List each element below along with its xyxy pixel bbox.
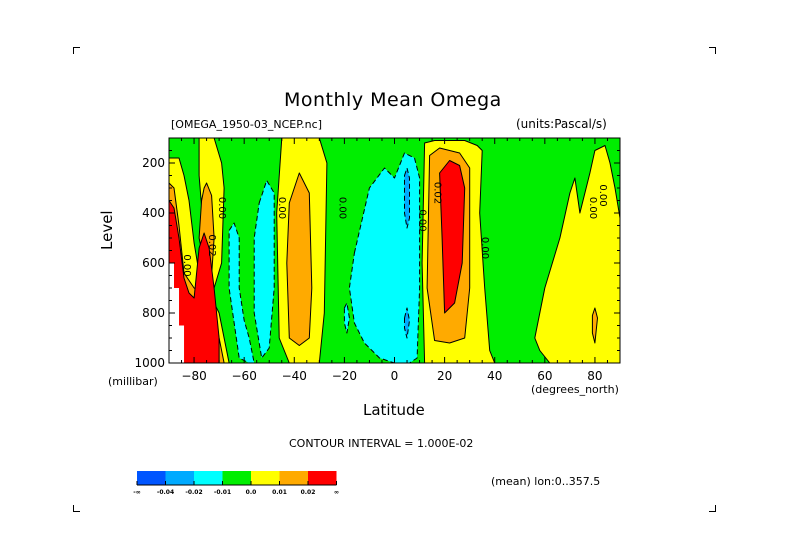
blue-eq-lower-region bbox=[404, 307, 410, 339]
orange-nh-highlat-region bbox=[591, 307, 598, 344]
contour-interval-text: CONTOUR INTERVAL = 1.000E-02 bbox=[289, 437, 474, 450]
x-tick-label: 0 bbox=[391, 369, 399, 383]
contour-label: 0.00 bbox=[216, 197, 227, 219]
y-tick-label: 200 bbox=[142, 156, 165, 170]
x-tick-label: −20 bbox=[332, 369, 357, 383]
cyan-equator-region bbox=[348, 152, 421, 363]
cyan-minus18-region bbox=[343, 302, 350, 334]
chart-title: Monthly Mean Omega bbox=[284, 89, 502, 111]
yellow-nh-highlat-region bbox=[534, 145, 620, 363]
red-nh-subtropics-region bbox=[439, 160, 466, 314]
crop-mark-top-left bbox=[73, 47, 80, 54]
x-tick-label: 20 bbox=[437, 369, 452, 383]
contour-label: 0.00 bbox=[587, 197, 598, 219]
cyan-minus50-region bbox=[253, 180, 275, 359]
y-tick-label: 800 bbox=[142, 306, 165, 320]
contour-label: 0.00 bbox=[181, 254, 192, 276]
contour-label: 0.00 bbox=[479, 237, 490, 259]
contour-label: 0.02 bbox=[206, 234, 217, 256]
x-tick-label: 40 bbox=[487, 369, 502, 383]
x-axis-label: Latitude bbox=[363, 401, 425, 419]
blue-eq-upper-region bbox=[404, 167, 410, 229]
y-tick-label: 400 bbox=[142, 206, 165, 220]
x-tick-label: 80 bbox=[587, 369, 602, 383]
units-label: (units:Pascal/s) bbox=[516, 117, 607, 131]
y-tick-label: 600 bbox=[142, 256, 165, 270]
contour-label: 0.02 bbox=[432, 182, 443, 204]
x-tick-label: 60 bbox=[537, 369, 552, 383]
crop-mark-bottom-left bbox=[73, 505, 80, 512]
contour-label: 0.00 bbox=[276, 197, 287, 219]
crop-mark-top-right bbox=[709, 47, 716, 54]
contour-label: 0.00 bbox=[597, 184, 608, 206]
cyan-minus60-region bbox=[228, 222, 255, 363]
x-tick-label: −80 bbox=[181, 369, 206, 383]
missing-data-region bbox=[169, 263, 185, 363]
averaging-text: (mean) lon:0..357.5 bbox=[491, 475, 601, 488]
x-units-label: (degrees_north) bbox=[531, 383, 619, 396]
y-tick-label: 1000 bbox=[134, 356, 165, 370]
y-units-label: (millibar) bbox=[108, 375, 158, 388]
contour-label: 0.00 bbox=[336, 197, 347, 219]
contour-label: 0.00 bbox=[417, 209, 428, 231]
crop-mark-bottom-right bbox=[709, 505, 716, 512]
red-sp-region bbox=[169, 200, 220, 363]
x-tick-label: −60 bbox=[232, 369, 257, 383]
orange-col-minus35-region bbox=[286, 172, 313, 346]
x-tick-label: −40 bbox=[282, 369, 307, 383]
dataset-label: [OMEGA_1950-03_NCEP.nc] bbox=[171, 118, 322, 131]
